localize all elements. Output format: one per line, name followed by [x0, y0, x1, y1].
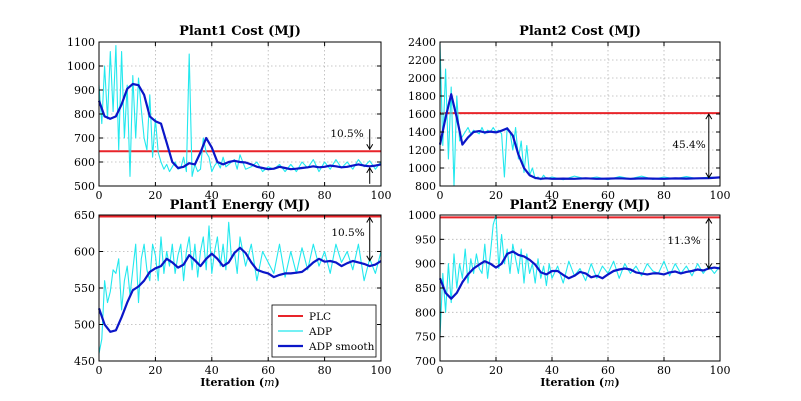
x-tick-label: 80 [657, 189, 671, 202]
legend: PLC ADP ADP smooth [271, 304, 377, 358]
legend-label-plc: PLC [309, 311, 331, 323]
x-tick-label: 80 [318, 189, 332, 202]
chart-title: Plant2 Cost (MJ) [519, 24, 641, 39]
series-adp-smooth [97, 82, 382, 171]
x-tick-label: 0 [437, 364, 444, 377]
x-tick-label: 40 [205, 189, 219, 202]
y-tick-label: 800 [74, 108, 95, 121]
chart-title: Plant2 Energy (MJ) [510, 198, 651, 213]
y-tick-label: 500 [74, 319, 95, 332]
series-adp [439, 214, 721, 337]
x-tick-label: 60 [601, 189, 615, 202]
x-axis-label: Iteration (m) [540, 376, 619, 389]
chart-title: Plant1 Energy (MJ) [170, 198, 311, 213]
y-tick-label: 850 [415, 282, 436, 295]
y-tick-label: 1000 [408, 162, 436, 175]
x-tick-label: 40 [545, 189, 559, 202]
y-tick-label: 2000 [408, 72, 436, 85]
x-tick-label: 100 [371, 189, 392, 202]
y-tick-label: 700 [74, 132, 95, 145]
y-tick-label: 600 [74, 246, 95, 259]
y-tick-label: 1400 [408, 126, 436, 139]
annotation-arrowhead [366, 166, 374, 174]
annotation-arrowhead [366, 143, 374, 151]
series-adp [98, 45, 382, 177]
annotation-arrowhead [366, 216, 374, 223]
annotation-arrowhead [705, 172, 713, 179]
x-tick-label: 20 [148, 364, 162, 377]
legend-label-adp-smooth: ADP smooth [308, 341, 375, 353]
x-tick-label: 80 [657, 364, 671, 377]
series-adp [98, 221, 382, 354]
x-tick-label: 60 [601, 364, 615, 377]
annotation-arrowhead [366, 255, 374, 262]
annotation-arrowhead [705, 263, 713, 270]
annotation-label: 11.3% [667, 235, 700, 247]
x-tick-label: 80 [318, 364, 332, 377]
panel-plant1-cost: Plant1 Cost (MJ) 10.5% 0 20 40 60 80 100 500 60… [67, 24, 392, 202]
y-tick-label: 2200 [408, 54, 436, 67]
y-tick-label: 600 [74, 156, 95, 169]
x-tick-label: 40 [205, 364, 219, 377]
y-tick-label: 1600 [408, 108, 436, 121]
series-adp [439, 43, 721, 187]
grid [440, 215, 720, 361]
y-tick-label: 550 [74, 282, 95, 295]
x-axis-label: Iteration (m) [200, 376, 279, 389]
y-tick-label: 1100 [67, 36, 95, 49]
x-tick-label: 20 [489, 364, 503, 377]
x-tick-label: 20 [489, 189, 503, 202]
y-tick-label: 650 [74, 209, 95, 222]
y-tick-label: 900 [74, 84, 95, 97]
y-tick-label: 2400 [408, 36, 436, 49]
x-tick-label: 60 [261, 189, 275, 202]
y-tick-label: 900 [415, 258, 436, 271]
series-adp-smooth [438, 93, 721, 180]
y-tick-label: 1200 [408, 144, 436, 157]
y-tick-label: 1000 [408, 209, 436, 222]
panel-plant2-cost: Plant2 Cost (MJ) 45.4% 0 20 40 60 80 100 800 10… [408, 24, 731, 202]
x-tick-label: 0 [437, 189, 444, 202]
chart-title: Plant1 Cost (MJ) [179, 24, 301, 39]
y-tick-label: 1000 [67, 60, 95, 73]
x-tick-label: 100 [371, 364, 392, 377]
y-tick-label: 800 [415, 180, 436, 193]
series-adp-smooth [97, 246, 382, 333]
y-tick-label: 800 [415, 306, 436, 319]
y-tick-label: 450 [74, 355, 95, 368]
x-tick-label: 40 [545, 364, 559, 377]
series-adp-smooth [438, 250, 721, 300]
panel-plant2-energy: Plant2 Energy (MJ) 11.3% 0 20 40 60 80 100 700… [408, 198, 731, 389]
x-tick-label: 0 [96, 189, 103, 202]
annotation-label: 45.4% [672, 139, 705, 151]
annotation-label: 10.5% [330, 128, 363, 140]
x-tick-label: 100 [710, 189, 731, 202]
y-tick-label: 1800 [408, 90, 436, 103]
annotation-label: 10.5% [331, 227, 364, 239]
annotation-arrowhead [705, 217, 713, 224]
grid [99, 215, 381, 361]
panel-plant1-energy: Plant1 Energy (MJ) 10.5% 0 20 40 60 80 100 450… [74, 198, 392, 389]
legend-label-adp: ADP [308, 326, 332, 338]
x-tick-label: 20 [148, 189, 162, 202]
y-tick-label: 700 [415, 355, 436, 368]
annotation-arrowhead [705, 113, 713, 120]
y-tick-label: 950 [415, 233, 436, 246]
x-tick-label: 0 [96, 364, 103, 377]
x-tick-label: 60 [261, 364, 275, 377]
y-tick-label: 750 [415, 331, 436, 344]
x-tick-label: 100 [710, 364, 731, 377]
y-tick-label: 500 [74, 180, 95, 193]
